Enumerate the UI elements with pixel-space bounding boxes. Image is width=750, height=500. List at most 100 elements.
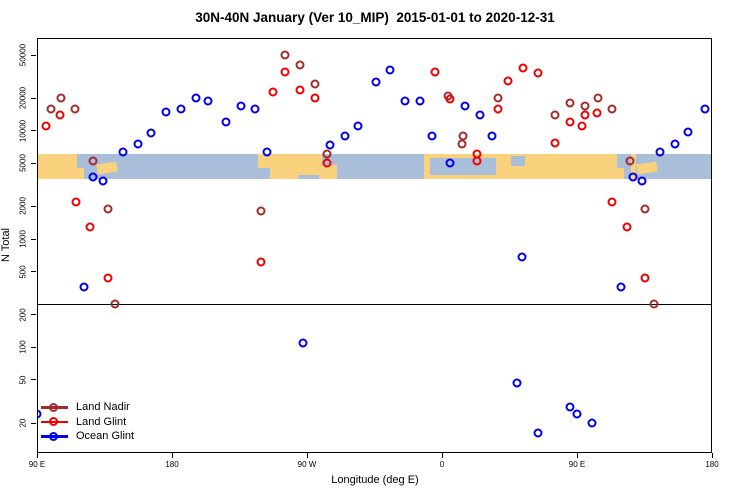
map-band-land: [631, 153, 637, 179]
x-tick: [36, 453, 38, 458]
legend-marker-icon: [48, 431, 58, 441]
data-point-ocean-glint: [298, 338, 307, 348]
legend-label: Land Glint: [76, 415, 127, 428]
map-band-land: [37, 153, 84, 179]
data-point-ocean-glint: [572, 409, 582, 419]
x-tick: [306, 453, 308, 458]
data-point-land-nadir: [56, 93, 66, 103]
legend-label: Ocean Glint: [76, 430, 135, 442]
legend-label: Land Nadir: [76, 401, 130, 413]
data-point-ocean-glint: [587, 418, 597, 428]
plot-frame: [37, 38, 712, 453]
data-point-land-nadir: [640, 204, 649, 214]
map-band-ocean-patch: [76, 153, 84, 168]
data-point-land-nadir: [580, 101, 589, 111]
data-point-land-glint: [565, 117, 574, 127]
data-point-land-nadir: [457, 139, 466, 149]
data-point-ocean-glint: [637, 176, 646, 186]
data-point-land-nadir: [565, 98, 574, 108]
map-band-ocean-patch: [257, 167, 270, 179]
x-tick-label: 180: [165, 460, 179, 469]
data-point-land-nadir: [625, 156, 634, 166]
data-point-ocean-glint: [533, 428, 543, 438]
data-point-ocean-glint: [670, 139, 679, 149]
data-point-land-nadir: [110, 299, 120, 309]
data-point-ocean-glint: [118, 147, 127, 157]
data-point-land-glint: [280, 67, 289, 77]
data-point-land-nadir: [310, 79, 319, 89]
y-tick: [31, 314, 36, 316]
data-point-ocean-glint: [445, 158, 454, 168]
data-point-land-glint: [445, 94, 454, 104]
data-point-land-glint: [85, 222, 94, 232]
data-point-ocean-glint: [487, 131, 496, 141]
data-point-land-glint: [550, 138, 559, 148]
x-tick: [711, 453, 713, 458]
y-tick: [31, 379, 36, 381]
data-point-ocean-glint: [475, 110, 484, 120]
data-point-land-nadir: [607, 104, 616, 114]
legend: Land Nadir Land Glint Ocean Glint: [40, 400, 190, 444]
data-point-ocean-glint: [79, 282, 88, 292]
y-tick: [31, 205, 36, 207]
y-tick-label: 1000: [18, 230, 28, 248]
y-tick-label: 20: [18, 418, 28, 428]
data-point-ocean-glint: [371, 77, 381, 87]
y-tick: [31, 422, 36, 424]
data-point-land-glint: [580, 110, 589, 120]
data-point-land-nadir: [458, 131, 468, 141]
data-point-ocean-glint: [415, 96, 424, 105]
x-tick-label: 90 W: [297, 460, 317, 469]
data-point-land-glint: [310, 93, 319, 103]
data-point-ocean-glint: [161, 107, 171, 117]
data-point-ocean-glint: [400, 96, 409, 105]
x-tick: [441, 453, 443, 458]
data-point-land-glint: [577, 121, 586, 131]
data-point-land-nadir: [322, 149, 331, 159]
data-point-land-glint: [41, 121, 51, 131]
data-point-land-glint: [493, 104, 502, 114]
data-point-land-glint: [103, 273, 112, 283]
y-tick-label: 10000: [18, 119, 28, 142]
x-tick: [171, 453, 173, 458]
data-point-land-glint: [430, 67, 439, 77]
data-point-land-nadir: [295, 60, 304, 70]
x-tick-label: 180: [705, 460, 719, 469]
data-point-land-glint: [533, 68, 543, 78]
y-tick: [31, 54, 36, 56]
data-point-ocean-glint: [262, 147, 271, 157]
legend-marker-icon: [48, 402, 58, 412]
data-point-land-glint: [295, 85, 304, 95]
map-band-ocean-patch: [616, 153, 624, 168]
data-point-land-nadir: [256, 206, 265, 216]
data-point-land-nadir: [280, 50, 289, 60]
data-point-ocean-glint: [628, 172, 637, 182]
x-tick-label: 90 E: [28, 460, 46, 469]
y-axis-title: N Total: [0, 227, 12, 263]
data-point-land-glint: [268, 87, 277, 97]
y-tick-label: 50000: [18, 43, 28, 67]
y-tick-label: 200: [18, 308, 28, 322]
map-band-ocean-patch: [511, 156, 525, 167]
data-point-land-glint: [592, 108, 601, 118]
data-point-ocean-glint: [191, 93, 201, 103]
data-point-ocean-glint: [250, 104, 259, 114]
data-point-land-glint: [256, 257, 265, 267]
data-point-land-glint: [622, 222, 631, 232]
data-point-ocean-glint: [700, 104, 709, 114]
data-point-ocean-glint: [133, 139, 142, 149]
data-point-land-glint: [607, 197, 616, 207]
data-point-land-nadir: [649, 299, 658, 309]
data-point-land-nadir: [550, 110, 559, 120]
legend-item: Land Glint: [40, 415, 190, 430]
data-point-ocean-glint: [340, 131, 349, 141]
data-point-land-glint: [518, 63, 528, 73]
data-point-ocean-glint: [236, 101, 246, 111]
data-point-ocean-glint: [460, 101, 469, 111]
plot-area: [37, 38, 712, 453]
data-point-ocean-glint: [683, 127, 693, 137]
y-tick-label: 2000: [18, 197, 28, 216]
x-tick-label: 90 E: [568, 460, 586, 469]
y-tick-label: 5000: [18, 154, 28, 173]
